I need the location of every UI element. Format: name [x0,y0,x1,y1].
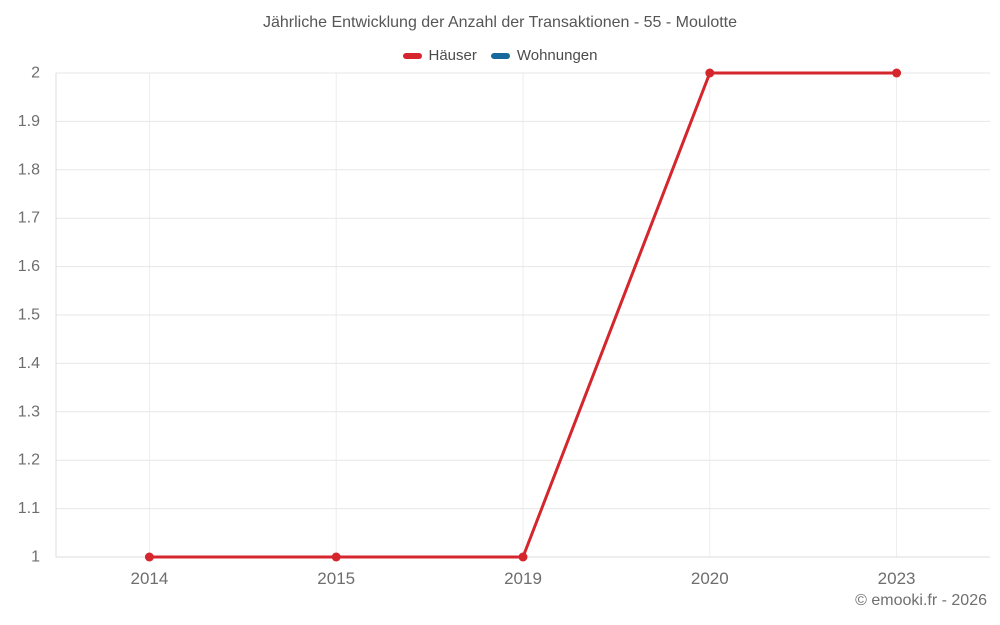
y-tick-label: 1.6 [18,258,40,275]
legend-item-haeuser[interactable]: Häuser [402,46,477,66]
y-tick-label: 1.8 [18,161,40,178]
data-point[interactable] [144,552,154,562]
data-point[interactable] [518,552,528,562]
x-tick-label: 2014 [130,569,168,588]
x-tick-label: 2023 [878,569,916,588]
legend-item-wohnungen[interactable]: Wohnungen [490,46,598,66]
y-tick-label: 1.7 [18,210,40,227]
y-tick-label: 1.4 [18,355,40,372]
chart-legend: Häuser Wohnungen [0,46,1000,66]
y-tick-label: 1.1 [18,500,40,517]
chart-title: Jährliche Entwicklung der Anzahl der Tra… [262,14,738,31]
y-tick-label: 1.9 [18,113,40,130]
legend-label-wohnungen: Wohnungen [516,47,598,64]
legend-swatch-wohnungen-icon [490,53,510,59]
y-tick-label: 2 [31,65,40,82]
x-tick-label: 2019 [504,569,542,588]
y-tick-label: 1.2 [18,452,40,469]
y-tick-label: 1.5 [18,307,40,324]
x-tick-label: 2015 [317,569,355,588]
x-tick-label: 2020 [691,569,729,588]
y-tick-label: 1 [31,549,40,566]
legend-swatch-haeuser-icon [402,53,422,59]
data-point[interactable] [705,68,715,78]
legend-label-haeuser: Häuser [428,47,477,64]
data-point[interactable] [331,552,341,562]
y-tick-label: 1.3 [18,403,40,420]
data-point[interactable] [892,68,902,78]
copyright-text: © emooki.fr - 2026 [855,592,987,609]
